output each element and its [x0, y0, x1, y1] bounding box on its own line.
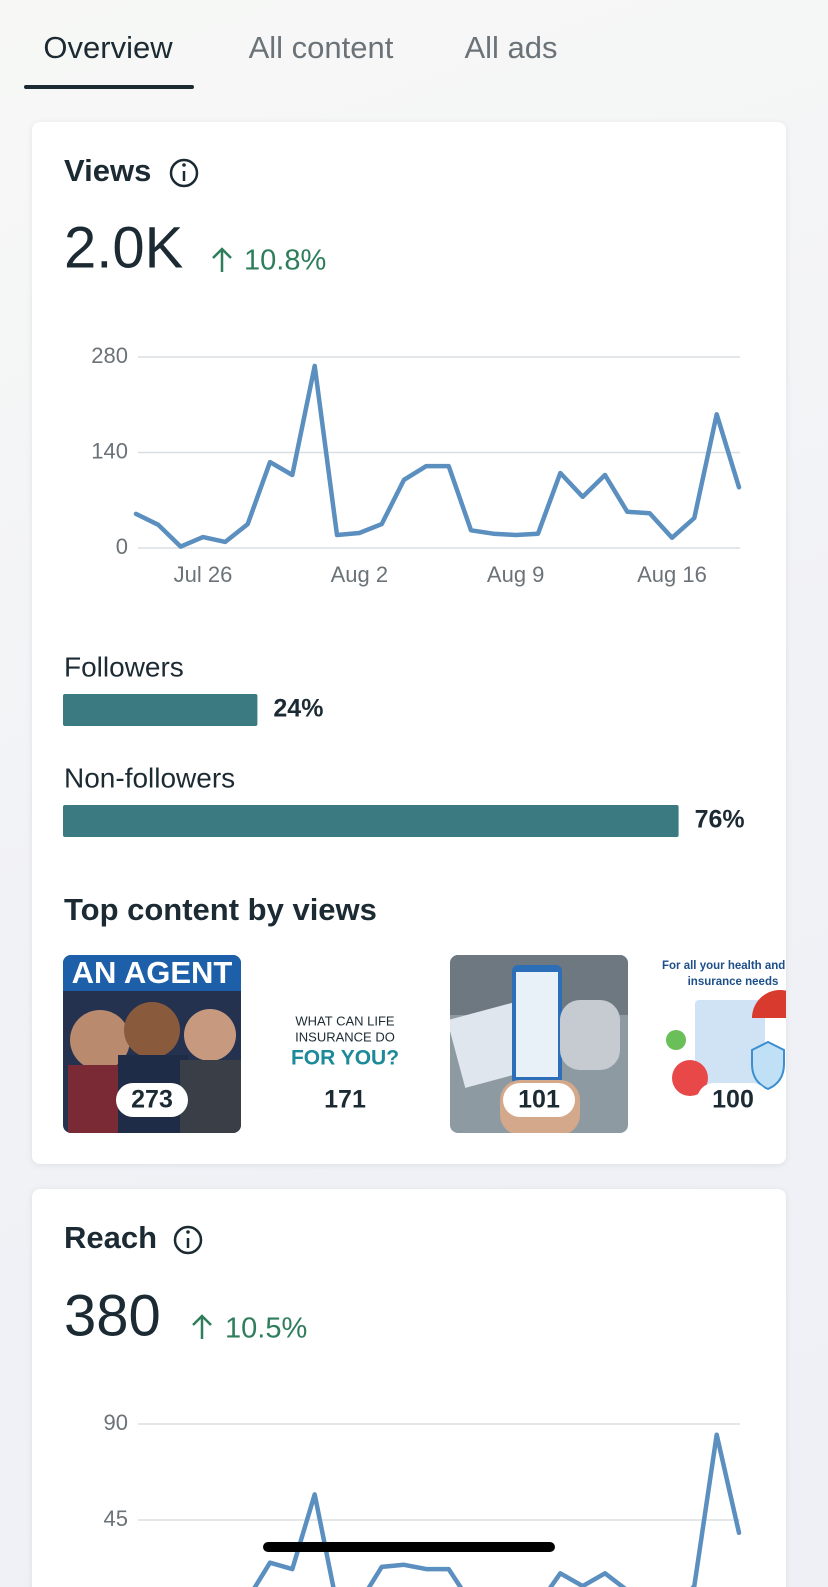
tab[interactable]: All content — [249, 30, 394, 65]
tab[interactable]: All ads — [464, 30, 557, 65]
change: 10.5% — [225, 1313, 307, 1345]
info-dot — [186, 1230, 190, 1234]
thumbnail-text: AN AGENT — [72, 955, 233, 990]
badge — [116, 1083, 188, 1117]
thumbnail-text: INSURANCE DO — [295, 1029, 395, 1044]
badge — [697, 1083, 769, 1117]
x-tick-label: Aug 2 — [331, 562, 389, 587]
info-icon[interactable] — [169, 158, 199, 188]
line-series — [252, 1432, 742, 1587]
audience-bar — [63, 805, 679, 837]
section-title: Top content by views — [64, 892, 377, 927]
home-indicator — [263, 1542, 555, 1552]
thumbnail-text: insurance needs — [688, 976, 779, 988]
audience-label: Non-followers — [64, 762, 235, 793]
card-title: Views — [64, 153, 151, 188]
y-tick-label: 45 — [104, 1506, 128, 1531]
view-count-text: 100 — [712, 1086, 754, 1114]
card-title: Reach — [64, 1220, 157, 1255]
x-tick-label: Aug 16 — [637, 562, 707, 587]
view-count: 171 — [324, 1086, 366, 1114]
card — [32, 122, 786, 1164]
view-count: 101 — [503, 1083, 575, 1117]
total: 2.0K — [64, 215, 184, 280]
view-count-text: 101 — [518, 1086, 560, 1114]
up-arrow — [192, 1314, 212, 1339]
thumbnail[interactable]: WHAT CAN LIFE INSURANCE DO FOR YOU? — [272, 955, 418, 1133]
thumbnail-text: For all your health and — [662, 960, 785, 972]
view-count: 273 — [116, 1083, 188, 1117]
tab[interactable]: Overview — [43, 30, 173, 65]
view-count: 100 — [697, 1083, 769, 1117]
total: 380 — [64, 1283, 161, 1348]
thumbnail[interactable] — [447, 955, 628, 1135]
y-tick-label: 140 — [91, 438, 128, 463]
audience-bar — [63, 694, 258, 726]
audience-value: 76% — [695, 806, 745, 834]
y-tick-label: 0 — [116, 534, 128, 559]
info-ring — [173, 1225, 203, 1255]
info-icon[interactable] — [173, 1225, 203, 1255]
audience-value: 24% — [273, 695, 323, 723]
view-count-text: 273 — [131, 1086, 173, 1114]
y-tick-label: 90 — [104, 1410, 128, 1435]
x-tick-label: Aug 9 — [487, 562, 545, 587]
x-tick-label: Jul 26 — [174, 562, 233, 587]
thumbnail-text: WHAT CAN LIFE — [295, 1013, 395, 1028]
badge — [503, 1083, 575, 1117]
change: 10.8% — [244, 245, 326, 277]
up-arrow — [212, 247, 232, 272]
line-series — [133, 363, 742, 549]
audience-label: Followers — [64, 651, 184, 682]
arrow-head — [192, 1314, 212, 1326]
thumbnail[interactable]: AN AGENT — [63, 955, 242, 1135]
card — [32, 1189, 786, 1587]
tab-indicator — [24, 85, 194, 89]
y-tick-label: 280 — [91, 343, 128, 368]
thumbnail-text: FOR YOU? — [291, 1047, 399, 1070]
view-count-text: 171 — [324, 1086, 366, 1114]
